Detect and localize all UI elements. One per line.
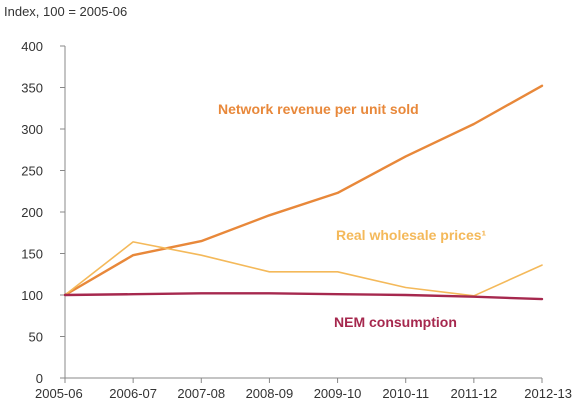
series-label-real-wholesale-prices: Real wholesale prices¹ xyxy=(336,227,487,243)
y-tick-label: 250 xyxy=(21,164,43,179)
x-axis-ticks: 2005-06 2006-07 2007-08 2008-09 2009-10 2010-… xyxy=(35,378,572,401)
series-line-2 xyxy=(63,292,544,301)
y-tick-label: 300 xyxy=(21,122,43,137)
y-tick-label: 0 xyxy=(36,371,43,386)
series-line-1 xyxy=(64,241,543,297)
series-lines xyxy=(63,84,544,301)
y-tick-label: 350 xyxy=(21,81,43,96)
x-tick-label: 2011-12 xyxy=(450,386,497,401)
x-tick-label: 2010-11 xyxy=(382,386,429,401)
x-tick-label: 2012-13 xyxy=(524,386,572,401)
y-axis-ticks: 0 50 100 150 200 250 300 350 400 xyxy=(21,39,65,386)
y-tick-label: 400 xyxy=(21,39,43,54)
x-tick-label: 2006-07 xyxy=(109,386,157,401)
series-label-network-revenue: Network revenue per unit sold xyxy=(218,101,419,117)
y-tick-label: 150 xyxy=(21,247,43,262)
series-line-0 xyxy=(63,84,544,297)
x-tick-label: 2007-08 xyxy=(177,386,225,401)
y-tick-label: 50 xyxy=(29,330,43,345)
x-tick-label: 2009-10 xyxy=(314,386,362,401)
y-axis-title: Index, 100 = 2005-06 xyxy=(4,4,127,19)
y-tick-label: 100 xyxy=(21,288,43,303)
series-label-nem-consumption: NEM consumption xyxy=(334,314,457,330)
y-tick-label: 200 xyxy=(21,205,43,220)
x-tick-label: 2008-09 xyxy=(246,386,294,401)
x-tick-label: 2005-06 xyxy=(35,386,83,401)
